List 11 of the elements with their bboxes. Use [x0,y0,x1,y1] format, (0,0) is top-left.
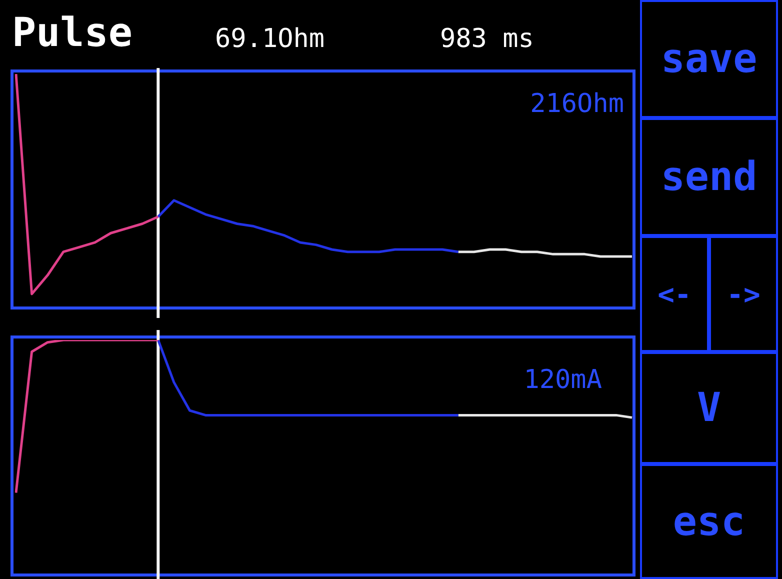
chart-title: Pulse [12,10,132,56]
text: <- [640,236,709,352]
text: save [640,0,778,118]
text: esc [640,464,778,579]
annotation: 120mA [524,364,602,395]
text: -> [709,236,778,352]
text: 69.1Ohm [215,24,325,54]
text: 983 ms [440,24,534,54]
annotation: 216Ohm [530,88,624,119]
text: send [640,118,778,236]
text: V [640,352,778,464]
